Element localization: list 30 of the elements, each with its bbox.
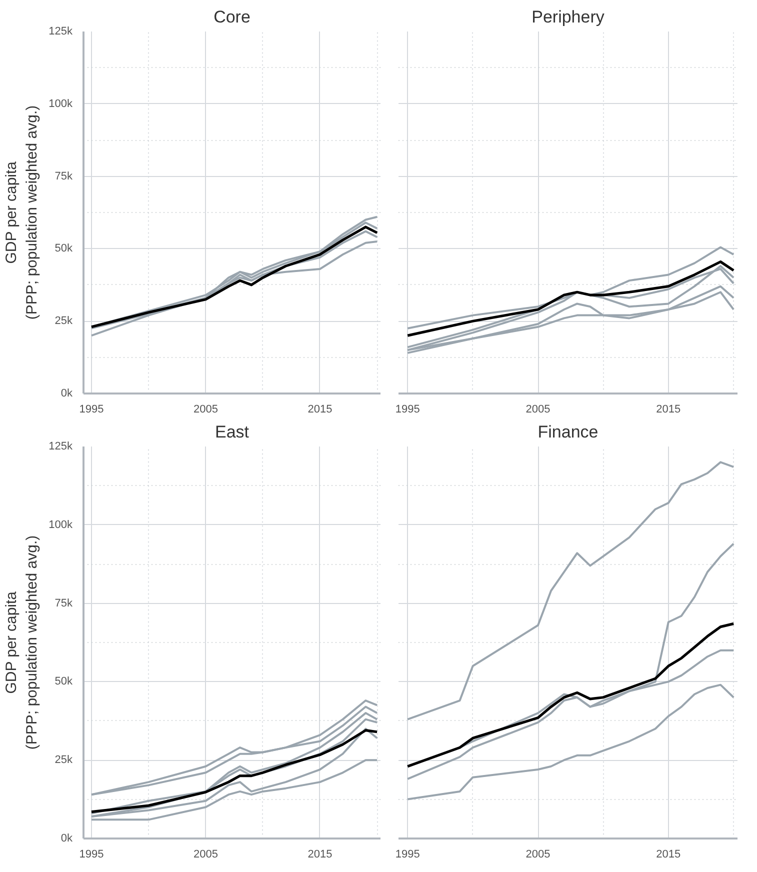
y-tick-label: 0k [60,832,73,844]
y-tick-label: 75k [54,597,73,610]
y-axis-title: GDP per capita (PPP; population weighted avg.) [3,105,41,320]
y-tick-label: 100k [48,518,73,531]
y-tick-label: 100k [48,98,73,110]
y-tick-label: 75k [54,170,73,182]
y-tick-label: 50k [54,676,73,688]
chart-title: Core [214,8,250,26]
x-tick-label: 2015 [308,404,332,416]
chart-title: Finance [538,422,598,442]
x-tick-label: 1995 [79,848,104,860]
x-tick-label: 1995 [395,848,420,860]
y-tick-label: 125k [48,440,73,452]
y-tick-label: 0k [60,388,73,400]
x-tick-label: 2015 [656,848,681,860]
x-tick-label: 1995 [79,404,104,416]
x-tick-label: 1995 [395,404,420,416]
x-tick-label: 2005 [526,848,550,860]
x-tick-label: 2015 [308,848,332,860]
chart-title: East [214,422,250,442]
y-tick-label: 125k [48,26,73,38]
y-tick-label: 50k [54,242,73,255]
x-tick-label: 2005 [193,404,218,416]
x-tick-label: 2005 [193,848,218,860]
chart-title: Periphery [532,8,605,26]
y-axis-title: GDP per capita (PPP; population weighted avg.) [3,535,41,750]
y-tick-label: 25k [54,754,73,766]
y-tick-label: 25k [54,315,73,328]
x-tick-label: 2005 [526,404,550,416]
x-tick-label: 2015 [656,404,681,416]
